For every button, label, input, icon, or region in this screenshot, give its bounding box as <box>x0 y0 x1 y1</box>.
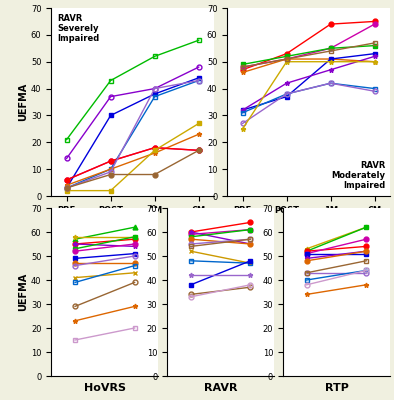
Text: RAVR
Severely
Impaired: RAVR Severely Impaired <box>58 14 100 44</box>
Text: RAVR
Moderately
Impaired: RAVR Moderately Impaired <box>331 160 385 190</box>
Y-axis label: UEFMA: UEFMA <box>18 273 28 311</box>
Text: HoVRS: HoVRS <box>84 383 126 393</box>
Text: RAVR: RAVR <box>204 383 238 393</box>
Text: RTP: RTP <box>325 383 348 393</box>
Y-axis label: UEFMA: UEFMA <box>18 83 28 121</box>
